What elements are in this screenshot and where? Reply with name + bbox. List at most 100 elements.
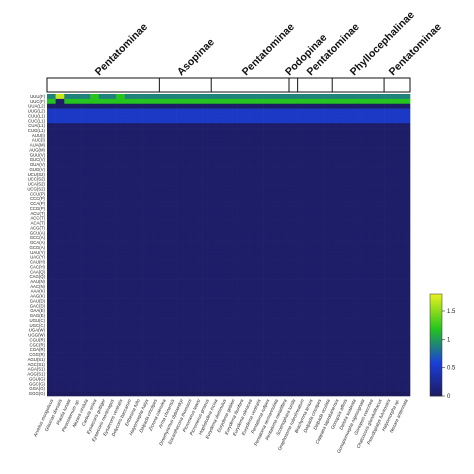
heatmap-cell: [47, 279, 56, 285]
heatmap-cell: [193, 94, 203, 100]
heatmap-cell: [159, 132, 169, 139]
heatmap-cell: [289, 386, 298, 392]
heatmap-cell: [323, 337, 333, 343]
heatmap-cell: [401, 230, 411, 236]
heatmap-cell: [254, 181, 264, 187]
codon-label: CAU(H): [30, 260, 46, 265]
heatmap-cell: [297, 337, 307, 343]
heatmap-cell: [349, 137, 359, 144]
heatmap-cell: [306, 371, 316, 377]
heatmap-cell: [245, 176, 255, 182]
colorbar-segment: [430, 299, 442, 302]
heatmap-cell: [72, 225, 82, 231]
heatmap-cell: [107, 132, 117, 139]
heatmap-cell: [340, 361, 350, 368]
heatmap-cell: [142, 191, 152, 197]
heatmap-cell: [142, 371, 152, 377]
heatmap-cell: [116, 220, 126, 226]
heatmap-cell: [228, 283, 238, 290]
colorbar-tick-label: 0.5: [447, 366, 456, 372]
colorbar-segment: [430, 387, 442, 390]
heatmap-cell: [271, 220, 281, 226]
heatmap-cell: [107, 371, 117, 377]
heatmap-cell: [384, 108, 394, 114]
heatmap-cell: [150, 376, 160, 382]
heatmap-cell: [289, 142, 298, 148]
colorbar-segment: [430, 360, 442, 363]
heatmap-cell: [349, 206, 359, 212]
heatmap-cell: [228, 123, 238, 129]
heatmap-cell: [211, 98, 221, 105]
heatmap-cell: [401, 288, 411, 295]
heatmap-cell: [211, 293, 221, 299]
heatmap-cell: [401, 191, 411, 197]
heatmap-cell: [228, 254, 238, 260]
heatmap-cell: [349, 186, 359, 192]
heatmap-cell: [392, 298, 402, 304]
heatmap-cell: [219, 391, 229, 397]
heatmap-cell: [323, 235, 333, 241]
codon-label: CCA(P): [30, 201, 45, 206]
heatmap-cell: [332, 293, 342, 299]
heatmap-cell: [306, 264, 316, 270]
heatmap-cell: [168, 220, 177, 226]
heatmap-cell: [271, 366, 281, 372]
heatmap-cell: [401, 274, 411, 280]
heatmap-cell: [271, 147, 281, 153]
heatmap-cell: [340, 230, 350, 236]
heatmap-cell: [306, 157, 316, 163]
heatmap-cell: [150, 254, 160, 260]
heatmap-cell: [228, 230, 238, 236]
heatmap-cell: [133, 342, 143, 348]
heatmap-cell: [323, 376, 333, 382]
heatmap-cell: [401, 235, 411, 241]
heatmap-cell: [254, 371, 264, 377]
heatmap-cell: [254, 337, 264, 343]
heatmap-cell: [237, 215, 247, 221]
heatmap-cell: [185, 322, 195, 329]
subfamily-label: Asopinae: [175, 36, 217, 78]
heatmap-cell: [401, 113, 411, 119]
heatmap-cell: [401, 366, 411, 372]
heatmap-cell: [185, 181, 195, 187]
heatmap-cell: [219, 308, 229, 314]
heatmap-cell: [90, 264, 100, 270]
heatmap-cell: [168, 254, 177, 260]
heatmap-cell: [237, 123, 247, 129]
heatmap-cell: [384, 137, 394, 144]
heatmap-cell: [185, 157, 195, 163]
heatmap-cell: [271, 274, 281, 280]
heatmap-cell: [332, 318, 342, 324]
heatmap-cell: [176, 337, 186, 343]
heatmap-cell: [81, 191, 91, 197]
heatmap-cell: [254, 162, 264, 168]
heatmap-cell: [90, 191, 100, 197]
heatmap-cell: [219, 157, 229, 163]
heatmap-cell: [314, 376, 324, 382]
heatmap-cell: [306, 249, 316, 256]
heatmap-cell: [366, 113, 376, 119]
heatmap-cell: [297, 176, 307, 182]
heatmap-cell: [271, 303, 281, 309]
heatmap-cell: [297, 332, 307, 338]
heatmap-cell: [254, 293, 264, 299]
heatmap-cell: [280, 191, 290, 197]
heatmap-cell: [150, 157, 160, 163]
heatmap-cell: [150, 269, 160, 275]
heatmap-cell: [358, 108, 368, 114]
heatmap-cell: [384, 94, 394, 100]
heatmap-cell: [202, 245, 212, 251]
heatmap-cell: [142, 322, 152, 329]
heatmap-cell: [107, 230, 117, 236]
heatmap-cell: [176, 386, 186, 392]
heatmap-cell: [237, 249, 247, 256]
heatmap-cell: [228, 210, 238, 217]
heatmap-cell: [142, 94, 152, 100]
heatmap-cell: [271, 137, 281, 144]
heatmap-cell: [176, 376, 186, 382]
heatmap-cell: [297, 113, 307, 119]
heatmap-cell: [375, 361, 385, 368]
heatmap-cell: [211, 196, 221, 202]
heatmap-cell: [116, 279, 126, 285]
heatmap-cell: [133, 147, 143, 153]
